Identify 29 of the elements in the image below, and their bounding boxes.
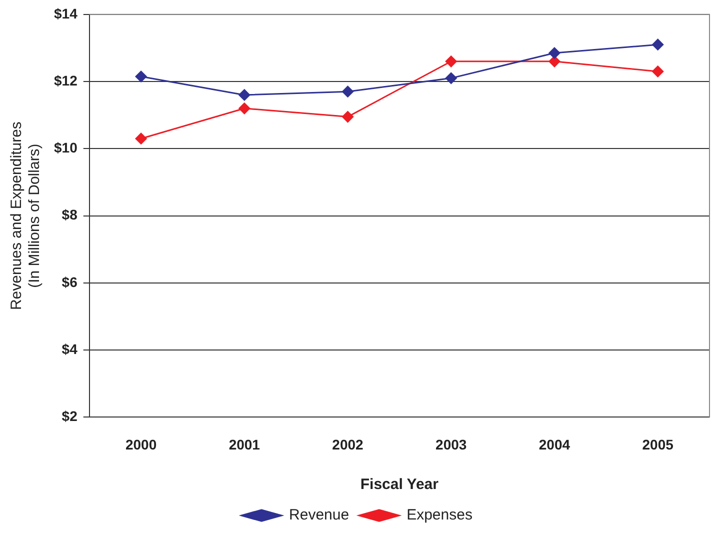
x-tick-label: 2004 — [538, 436, 570, 452]
x-tick-label: 2003 — [436, 436, 467, 452]
x-axis-title: Fiscal Year — [360, 476, 439, 494]
x-tick-label: 2001 — [228, 436, 260, 452]
x-tick-label: 2005 — [642, 436, 674, 452]
point — [238, 89, 250, 101]
y-tick-label: $2 — [62, 408, 78, 424]
point — [445, 72, 457, 84]
y-tick-label: $8 — [62, 206, 78, 223]
y-tick-label: $4 — [62, 340, 78, 357]
point — [342, 111, 354, 123]
point — [135, 70, 147, 82]
y-tick-label: $10 — [54, 140, 78, 156]
point — [238, 102, 250, 114]
y-tick-label: $12 — [54, 72, 78, 88]
y-tick-label: $6 — [62, 274, 78, 290]
y-tick-label: $14 — [54, 5, 78, 22]
point — [652, 66, 664, 78]
x-tick-label: 2000 — [125, 436, 157, 452]
legend-label: Revenue — [289, 506, 350, 524]
point — [445, 56, 457, 68]
point — [548, 56, 560, 68]
point — [342, 86, 354, 98]
point — [135, 132, 147, 144]
legend-label: Expenses — [406, 506, 472, 524]
point — [548, 47, 560, 59]
point — [652, 38, 664, 50]
x-tick-label: 2002 — [332, 436, 364, 452]
y-axis-title: Revenues and Expenditures (In Millions of Dollars) — [8, 122, 44, 310]
